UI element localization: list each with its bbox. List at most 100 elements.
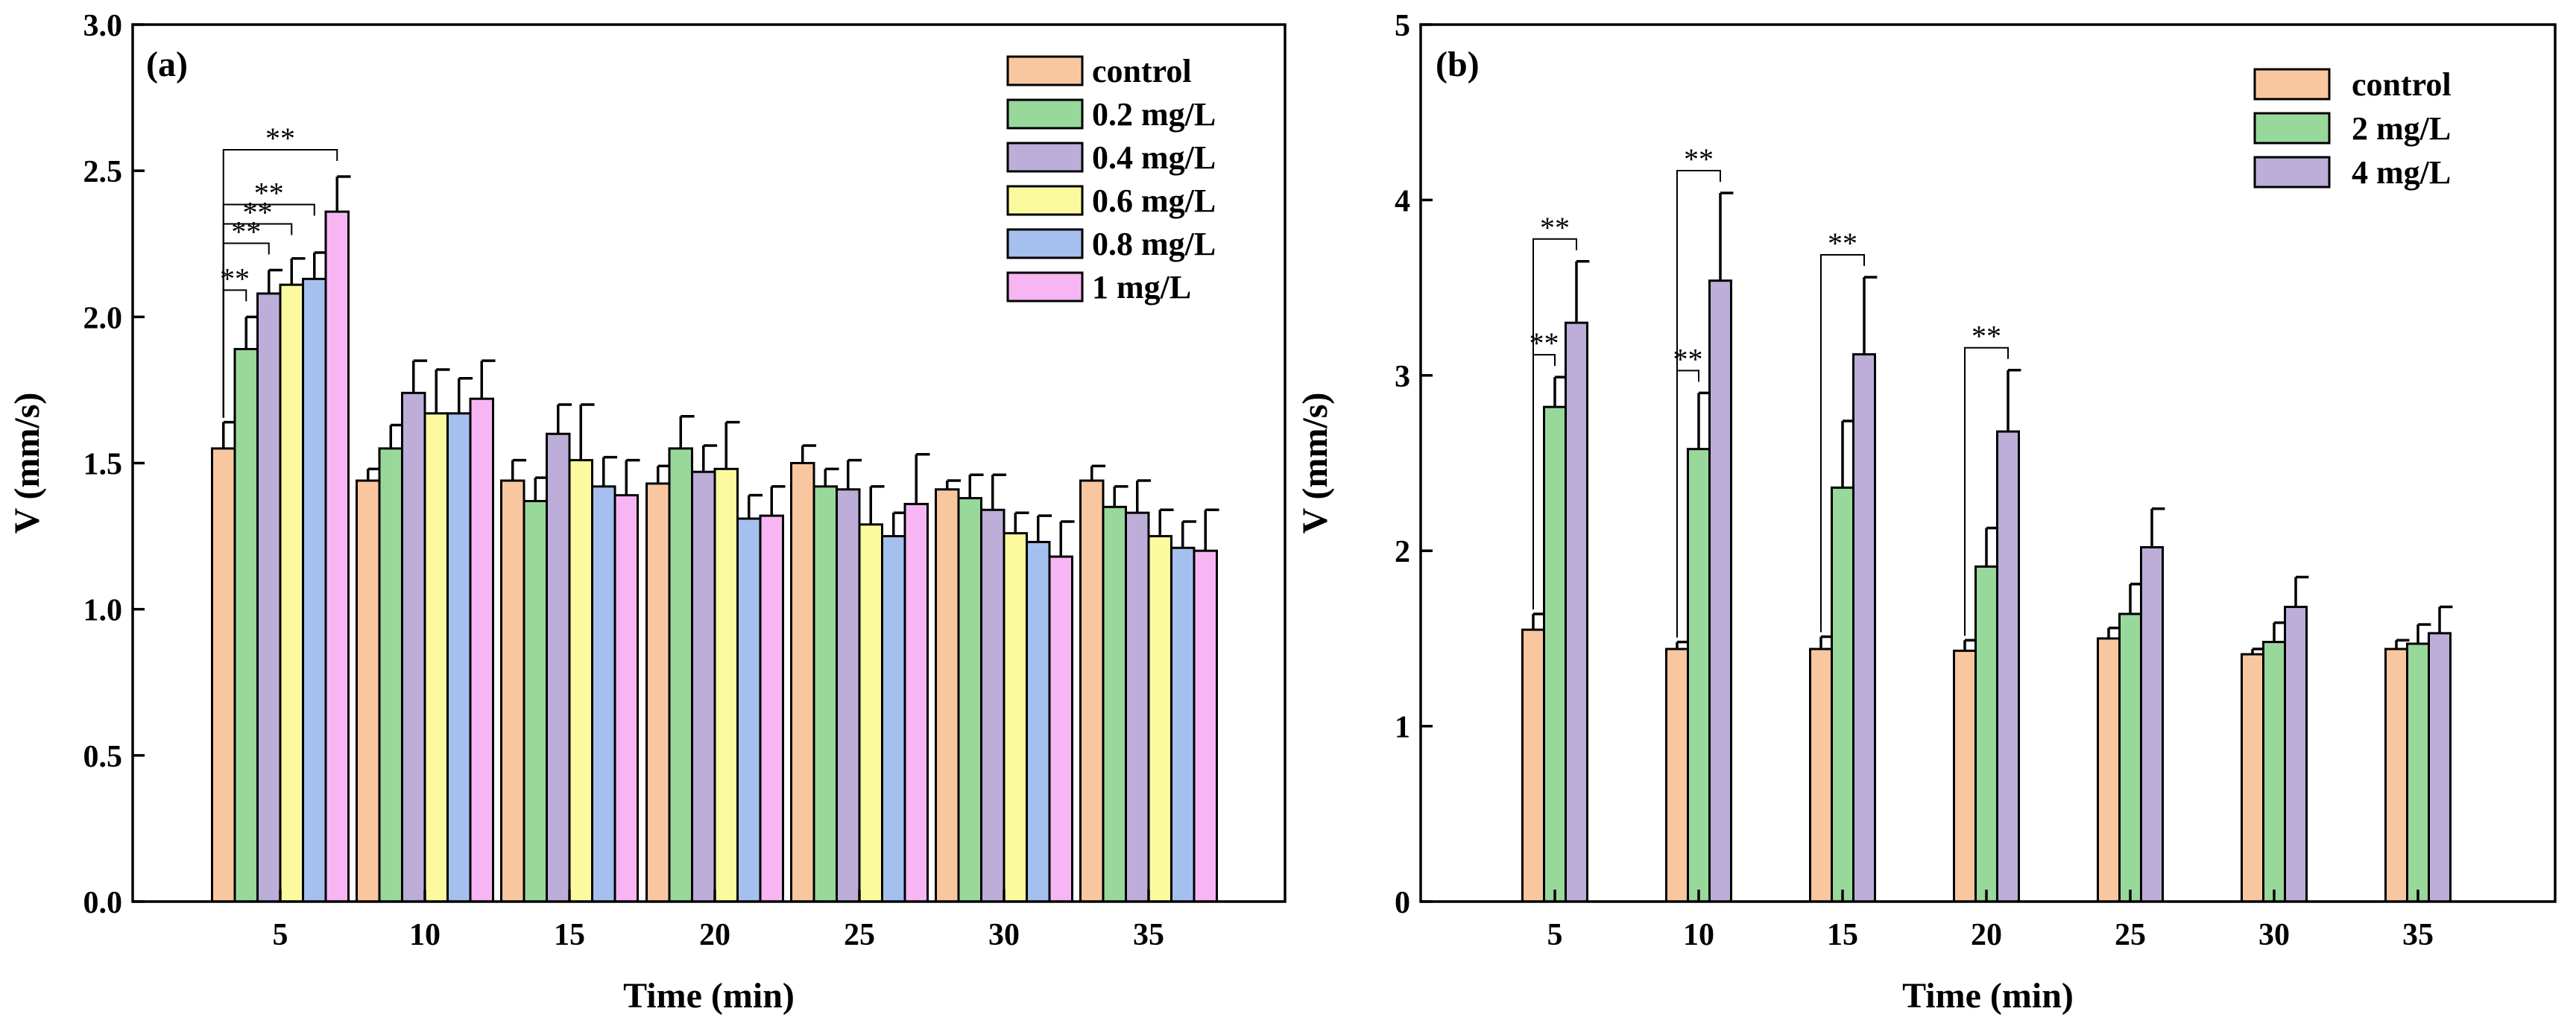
significance-bracket [1676,169,1721,638]
bar-1-mg-l-35 [1193,549,1218,903]
bar-control-15 [1809,647,1833,903]
legend-swatch [1006,228,1084,259]
bar-0-4-mg-l-15 [546,432,571,903]
significance-marker: ** [265,121,295,155]
bar-2-mg-l-5 [1543,405,1567,903]
bar-0-4-mg-l-10 [401,391,426,903]
bar-2-mg-l-25 [2118,612,2142,903]
legend-label: 0.2 mg/L [1092,96,1216,133]
x-tick-label: 10 [409,918,441,952]
bar-0-8-mg-l-35 [1170,546,1196,903]
bar-control-35 [2384,647,2408,903]
legend-swatch [1006,55,1084,86]
bar-control-25 [790,462,815,903]
bar-control-10 [356,479,381,903]
y-axis-title: V (mm/s) [1295,393,1335,534]
bar-2-mg-l-20 [1974,565,1998,903]
bar-2-mg-l-35 [2406,642,2430,903]
x-tick-label: 25 [2115,918,2146,952]
bar-control-30 [935,488,960,903]
legend-label: 0.8 mg/L [1092,226,1216,262]
bar-0-2-mg-l-15 [523,500,548,903]
bar-0-4-mg-l-35 [1125,511,1150,903]
bar-1-mg-l-10 [469,397,494,903]
legend-swatch [1006,142,1084,173]
x-tick-label: 25 [844,918,875,952]
x-tick-label: 30 [988,918,1020,952]
significance-bracket [1964,346,2009,636]
bar-0-6-mg-l-15 [568,459,593,903]
bar-4-mg-l-20 [1996,430,2020,903]
significance-bracket [1820,253,1865,633]
x-tick-label: 5 [273,918,288,952]
significance-marker: ** [1828,227,1857,260]
plot-frame [1419,23,2557,903]
legend-swatch [1006,271,1084,303]
panel-label: (a) [146,45,188,84]
bar-control-20 [1953,649,1977,903]
bar-0-8-mg-l-20 [736,517,762,903]
bar-0-2-mg-l-25 [812,485,838,903]
significance-marker: ** [220,262,250,295]
bar-0-6-mg-l-10 [423,412,449,903]
y-tick-label: 1.5 [83,448,123,482]
x-tick-label: 20 [1971,918,2002,952]
bar-0-2-mg-l-20 [668,447,693,903]
y-tick-label: 2.5 [83,155,123,189]
x-tick-label: 30 [2258,918,2290,952]
significance-bracket [1532,238,1577,609]
significance-marker: ** [231,215,261,249]
y-tick-label: 5 [1395,9,1410,43]
bar-0-4-mg-l-5 [256,292,282,903]
bar-0-2-mg-l-5 [233,347,259,903]
legend-label: 4 mg/L [2352,154,2451,191]
bar-control-30 [2241,653,2264,903]
bar-0-4-mg-l-30 [980,508,1006,903]
chart-panel-b: ** ** ** ** ** ** 0 1 2 3 4 5 5 10 15 20 25 30 35 Time (min… [1295,9,2557,1016]
bar-0-6-mg-l-30 [1003,532,1028,903]
bar-control-15 [500,479,525,903]
bar-0-2-mg-l-30 [957,497,982,903]
x-tick-label: 5 [1547,918,1563,952]
y-tick-label: 0.5 [83,740,123,774]
bar-0-4-mg-l-20 [691,470,716,903]
y-tick-label: 4 [1395,184,1410,218]
legend-label: control [1092,53,1192,89]
bar-0-6-mg-l-5 [279,283,304,903]
panel-label: (b) [1436,45,1480,84]
x-tick-label: 15 [1827,918,1858,952]
bar-1-mg-l-30 [1048,555,1073,903]
bar-0-8-mg-l-15 [591,485,616,903]
bar-4-mg-l-25 [2140,545,2164,903]
significance-bracket [222,149,338,418]
x-tick-label: 20 [699,918,730,952]
bar-4-mg-l-35 [2428,632,2452,903]
bar-4-mg-l-30 [2284,606,2308,903]
x-tick-label: 35 [2402,918,2434,952]
y-tick-label: 0 [1395,886,1410,920]
legend: control 2 mg/L 4 mg/L [2253,66,2452,191]
legend-label: 0.4 mg/L [1092,139,1216,176]
legend-label: 2 mg/L [2352,110,2451,147]
significance-marker: ** [243,196,273,229]
bar-control-5 [1521,628,1545,903]
significance-marker: ** [1540,211,1570,244]
bar-0-6-mg-l-20 [713,467,739,903]
bar-control-35 [1079,479,1105,903]
legend-swatch [1006,98,1084,130]
significance-marker: ** [1684,142,1714,176]
legend-swatch [2253,156,2331,189]
x-axis-title: Time (min) [623,976,795,1016]
bar-0-4-mg-l-25 [836,488,861,903]
bar-2-mg-l-10 [1687,448,1711,903]
significance-marker: ** [1530,326,1559,360]
legend-swatch [2253,112,2331,145]
legend-swatch [2253,68,2331,101]
bar-4-mg-l-10 [1708,279,1732,903]
y-tick-label: 2 [1395,535,1410,569]
bar-2-mg-l-15 [1831,486,1854,903]
bar-control-10 [1665,647,1689,903]
y-tick-label: 2.0 [83,301,123,335]
chart-panel-a: **********0.00.51.01.52.02.53.05 10 15 20 25… [7,9,1287,1016]
